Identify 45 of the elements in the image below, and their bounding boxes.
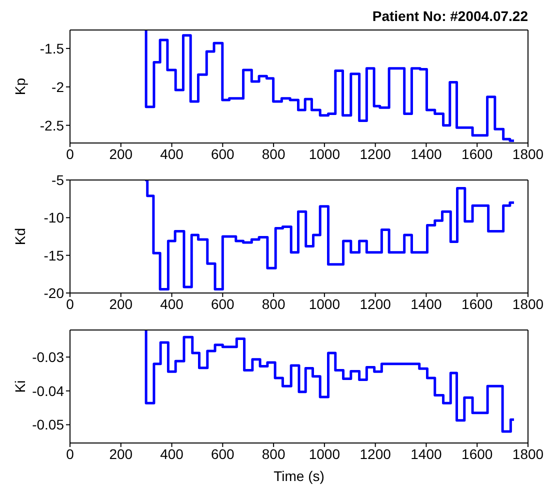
y-tick-label: -0.04 [32,382,64,399]
x-tick-label: 1000 [308,446,340,462]
x-tick-label: 1200 [360,296,392,312]
x-tick-label: 800 [262,296,286,312]
chart-title: Patient No: #2004.07.22 [372,8,528,24]
x-tick-label: 600 [210,296,235,312]
x-tick-label: 1600 [462,296,493,312]
x-tick-label: 1600 [462,446,493,462]
y-tick-label: -0.03 [32,349,64,366]
x-tick-label: 400 [160,446,184,462]
y-axis-title: Kp [12,78,28,96]
y-tick-label: -15 [44,247,64,264]
x-tick-label: 1800 [512,146,544,162]
y-tick-label: -1.5 [40,40,64,56]
x-tick-label: 600 [210,146,235,162]
x-tick-label: 400 [160,146,184,162]
x-tick-label: 0 [66,146,74,162]
x-tick-label: 1800 [512,446,544,462]
y-tick-label: -2 [52,78,64,95]
x-tick-label: 1800 [512,296,544,312]
x-tick-label: 200 [109,296,133,312]
x-axis-title: Time (s) [274,468,324,484]
y-axis-title: Kd [12,228,28,246]
x-tick-label: 1600 [462,146,493,162]
y-tick-label: -5 [52,172,64,188]
y-tick-label: -2.5 [40,117,64,134]
x-tick-label: 1400 [410,146,442,162]
x-tick-label: 0 [66,296,74,312]
y-tick-label: -0.05 [32,416,64,433]
y-axis-title: Ki [12,380,28,393]
x-tick-label: 1400 [410,446,442,462]
x-tick-label: 1400 [410,296,442,312]
x-tick-label: 200 [109,146,133,162]
x-tick-label: 1000 [308,146,340,162]
x-tick-label: 600 [210,446,235,462]
y-tick-label: -10 [44,210,64,226]
x-tick-label: 400 [160,296,184,312]
x-tick-label: 1200 [360,146,392,162]
x-tick-label: 800 [262,446,286,462]
x-tick-label: 1000 [308,296,340,312]
x-tick-label: 1200 [360,446,392,462]
x-tick-label: 0 [66,446,74,462]
x-tick-label: 800 [262,146,286,162]
x-tick-label: 200 [109,446,133,462]
y-tick-label: -20 [44,284,64,301]
